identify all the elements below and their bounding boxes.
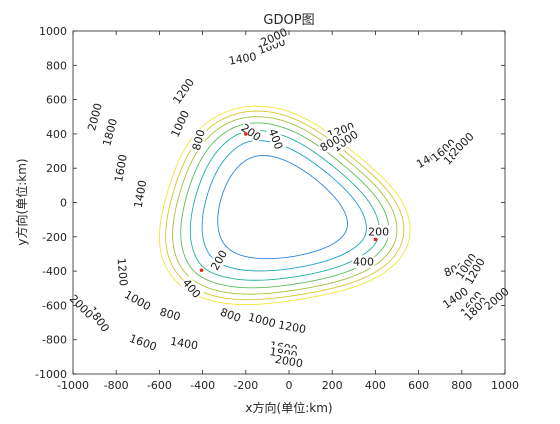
contour-label-text: 2000 [274, 353, 304, 371]
x-tick-label: -1000 [57, 379, 89, 392]
contour-label-text: 1400 [169, 335, 199, 353]
x-tick-label: 400 [365, 379, 386, 392]
y-tick-label: 200 [46, 162, 67, 175]
contour-label-bg [218, 304, 244, 325]
y-tick-label: 1000 [39, 25, 67, 38]
contour-label-35: 1200 [114, 257, 131, 287]
contour-label-bg [461, 255, 488, 287]
contour-label-bg [238, 120, 264, 144]
contour-label-10: 1600 [111, 152, 130, 184]
contour-label-bg [169, 75, 197, 107]
contour-label-42: 2000 [273, 352, 305, 371]
contour-label-text: 1600 [112, 153, 130, 183]
contour-label-bg [207, 247, 230, 273]
y-axis-label: y方向(单位:km) [14, 158, 29, 245]
contour-label-bg [317, 132, 343, 155]
station-marker-2 [199, 268, 204, 273]
contour-label-text: 1400 [132, 179, 150, 209]
contour-line-1000 [201, 140, 367, 272]
axes: -1000 -800 -600 -400 -200 0 200 400 600 800 1000 -1… [35, 25, 519, 392]
y-tick-label: 800 [46, 59, 67, 72]
contour-label-bg [481, 284, 512, 313]
contour-line-1200 [189, 130, 380, 281]
contour-label-11: 1400 [131, 178, 150, 210]
contour-label-30: 800 [157, 304, 183, 324]
contour-label-bg [114, 257, 131, 287]
contour-label-text: 200 [368, 226, 389, 239]
contour-label-bg [189, 127, 208, 153]
contour-label-bg [439, 284, 471, 312]
contour-line-800 [217, 155, 348, 260]
contour-label-2: 800 [189, 127, 208, 153]
x-tick-label: -200 [233, 379, 258, 392]
contour-label-text: 1200 [115, 258, 130, 287]
contour-label-bg [127, 331, 159, 354]
contour-label-bg [99, 116, 120, 148]
contour-label-39: 1400 [168, 334, 200, 353]
y-tick-label: -600 [42, 299, 67, 312]
y-tick-label: 400 [46, 128, 67, 141]
contour-label-bg [352, 255, 375, 269]
x-tick-label: 800 [451, 379, 472, 392]
contour-label-bg [367, 225, 390, 239]
contour-label-text: 400 [353, 256, 374, 269]
y-tick-label: -1000 [35, 368, 67, 381]
contour-label-bg [122, 287, 154, 314]
y-tick-label: 0 [60, 197, 67, 210]
contour-label-text: 800 [190, 128, 208, 152]
x-tick-label: -600 [147, 379, 172, 392]
chart-title: GDOP图 [263, 13, 314, 28]
station-marker-0 [244, 132, 248, 136]
contour-label-bg [246, 309, 278, 331]
contour-label-bg [168, 334, 200, 353]
station-markers [199, 132, 378, 273]
contour-label-bg [157, 304, 183, 324]
contour-label-19: 200 [367, 225, 390, 239]
contour-label-33: 1200 [276, 317, 308, 336]
contour-label-5: 1400 [227, 49, 258, 68]
contour-label-bg [447, 129, 477, 159]
contour-label-bg [452, 250, 480, 282]
x-tick-label: 200 [322, 379, 343, 392]
contour-label-bg [84, 101, 105, 133]
y-tick-label: -400 [42, 265, 67, 278]
station-marker-1 [373, 237, 378, 242]
contour-label-bg [329, 127, 361, 155]
x-tick-label: 600 [408, 379, 429, 392]
x-tick-label: -400 [190, 379, 215, 392]
contour-label-bg [179, 275, 204, 301]
x-tick-label: 0 [286, 379, 293, 392]
contour-label-text: 1400 [228, 50, 258, 68]
contour-label-text: 800 [158, 305, 182, 323]
y-tick-label: -800 [42, 334, 67, 347]
contour-label-bg [227, 49, 258, 68]
x-tick-label: -800 [104, 379, 129, 392]
x-tick-label: 1000 [491, 379, 519, 392]
contour-label-bg [276, 317, 308, 336]
contour-label-bg [273, 352, 305, 371]
y-tick-label: -200 [42, 231, 67, 244]
contour-label-bg [167, 107, 192, 140]
contour-label-text: 1200 [277, 318, 307, 336]
contour-label-bg [111, 152, 130, 184]
contour-label-bg [428, 135, 459, 165]
y-tick-label: 600 [46, 94, 67, 107]
contour-line-1400 [180, 122, 390, 289]
x-axis-label: x方向(单位:km) [245, 400, 332, 415]
contour-label-bg [266, 126, 286, 152]
contour-label-20: 400 [352, 255, 375, 269]
contour-label-bg [131, 178, 149, 210]
contour-label-bg [66, 291, 97, 322]
